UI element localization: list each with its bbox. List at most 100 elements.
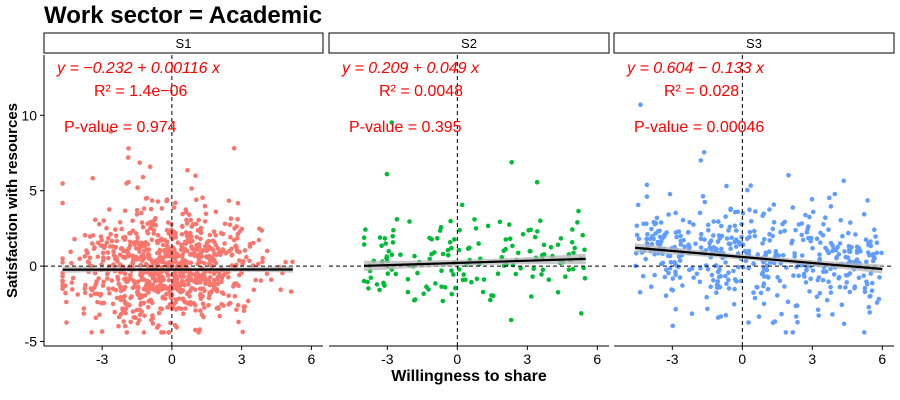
data-point: [379, 243, 384, 248]
data-point: [513, 271, 519, 277]
data-point: [193, 308, 198, 313]
data-point: [815, 277, 821, 283]
data-point: [656, 229, 661, 234]
data-point: [693, 241, 698, 247]
data-point: [456, 247, 462, 253]
data-point: [876, 296, 882, 302]
data-point: [453, 285, 458, 291]
data-point: [700, 194, 706, 199]
data-point: [861, 212, 867, 217]
data-point: [711, 277, 716, 283]
data-point: [113, 227, 118, 232]
data-point: [128, 276, 133, 281]
data-point: [235, 302, 241, 308]
data-point: [173, 297, 179, 302]
data-point: [706, 228, 711, 233]
data-point: [215, 277, 220, 282]
data-point: [206, 253, 212, 259]
data-point: [244, 254, 249, 260]
data-point: [804, 267, 809, 272]
data-point: [268, 277, 274, 283]
data-point: [480, 289, 486, 295]
data-point: [231, 284, 236, 289]
data-point: [97, 312, 102, 318]
data-point: [118, 295, 123, 300]
data-point: [114, 238, 119, 244]
data-point: [219, 290, 225, 295]
data-point: [807, 214, 812, 220]
p-value-annotation: P-value = 0.395: [349, 119, 462, 136]
data-point: [830, 248, 835, 254]
data-point: [531, 266, 536, 272]
data-point: [575, 220, 580, 225]
data-point: [761, 283, 766, 289]
data-point: [726, 286, 732, 291]
data-point: [802, 274, 807, 279]
data-point: [509, 160, 514, 165]
data-point: [654, 215, 660, 221]
data-point: [176, 305, 181, 311]
data-point: [808, 238, 813, 244]
data-point: [843, 273, 849, 278]
data-point: [155, 232, 161, 238]
data-point: [670, 323, 675, 329]
data-point: [863, 237, 869, 242]
data-point: [86, 260, 92, 266]
data-point: [235, 231, 241, 237]
data-point: [634, 232, 640, 238]
data-point: [732, 286, 737, 292]
data-point: [717, 266, 722, 272]
facet-strip-s3: [613, 32, 895, 54]
data-point: [734, 228, 739, 233]
data-point: [800, 237, 806, 243]
data-point: [761, 301, 767, 307]
data-point: [151, 231, 157, 236]
data-point: [60, 286, 65, 292]
data-point: [180, 224, 185, 229]
data-point: [783, 330, 789, 335]
data-point: [731, 302, 737, 307]
data-point: [635, 202, 641, 208]
data-point: [377, 287, 382, 293]
data-point: [793, 227, 798, 233]
data-point: [185, 290, 191, 296]
data-point: [828, 290, 834, 295]
regression-line: [634, 246, 883, 271]
data-point: [649, 226, 654, 232]
data-point: [645, 232, 650, 237]
data-point: [172, 256, 178, 261]
data-point: [687, 220, 692, 225]
data-point: [245, 298, 251, 304]
data-point: [703, 263, 709, 268]
data-point: [193, 173, 198, 178]
data-point: [185, 301, 191, 306]
data-point: [229, 252, 235, 257]
x-tick-label: 3: [808, 351, 816, 367]
data-point: [92, 217, 98, 222]
data-point: [198, 259, 204, 265]
data-point: [724, 183, 729, 189]
data-point: [727, 224, 732, 230]
data-point: [866, 242, 871, 248]
data-point: [488, 297, 493, 303]
data-point: [862, 330, 867, 335]
data-point: [188, 276, 194, 282]
data-point: [728, 246, 733, 251]
data-point: [158, 281, 163, 287]
data-point: [723, 312, 729, 318]
data-point: [566, 267, 572, 272]
data-point: [137, 249, 142, 254]
data-point: [226, 198, 232, 204]
data-point: [236, 319, 241, 325]
data-point: [60, 279, 65, 285]
data-point: [815, 307, 821, 313]
data-point: [637, 290, 643, 295]
data-point: [739, 241, 744, 246]
data-point: [814, 236, 820, 241]
data-point: [791, 273, 796, 278]
data-point: [864, 281, 870, 287]
data-point: [240, 261, 245, 267]
data-point: [571, 250, 576, 256]
data-point: [817, 290, 823, 296]
data-point: [832, 191, 838, 197]
